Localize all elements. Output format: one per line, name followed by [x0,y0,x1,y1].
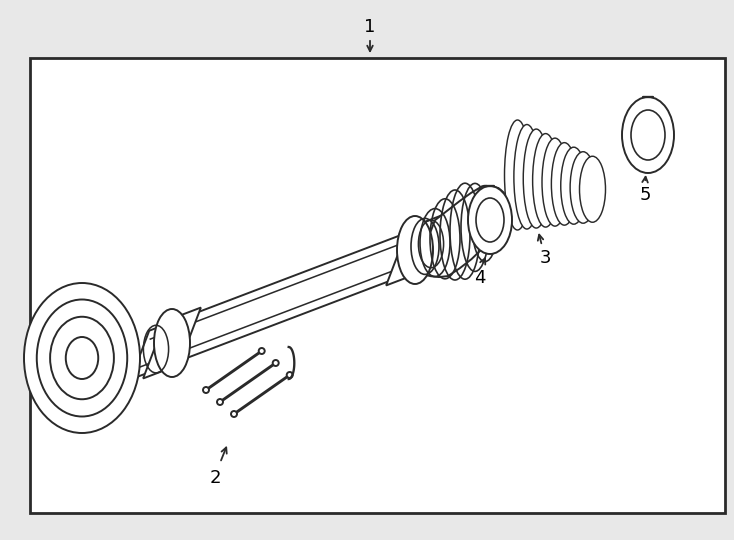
Ellipse shape [533,133,559,227]
Ellipse shape [258,348,265,354]
Ellipse shape [287,372,293,378]
Ellipse shape [397,216,433,284]
Ellipse shape [273,360,279,366]
Polygon shape [143,308,201,379]
FancyBboxPatch shape [30,58,725,513]
Ellipse shape [551,143,578,225]
Ellipse shape [542,138,568,226]
Ellipse shape [24,283,140,433]
Text: 1: 1 [364,18,376,36]
Ellipse shape [231,411,237,417]
Text: 2: 2 [209,469,221,487]
Text: 4: 4 [474,269,486,287]
Ellipse shape [570,152,596,223]
Polygon shape [517,125,592,225]
Text: 3: 3 [539,249,550,267]
Ellipse shape [622,97,674,173]
Polygon shape [386,214,444,286]
Ellipse shape [217,399,223,405]
Ellipse shape [523,129,549,228]
Polygon shape [415,186,504,277]
Ellipse shape [203,387,209,393]
Ellipse shape [154,309,190,377]
Polygon shape [131,217,449,379]
Ellipse shape [561,147,586,224]
Ellipse shape [468,186,512,254]
Text: 5: 5 [639,186,651,204]
Ellipse shape [514,125,540,229]
Ellipse shape [504,120,531,230]
Ellipse shape [580,156,606,222]
